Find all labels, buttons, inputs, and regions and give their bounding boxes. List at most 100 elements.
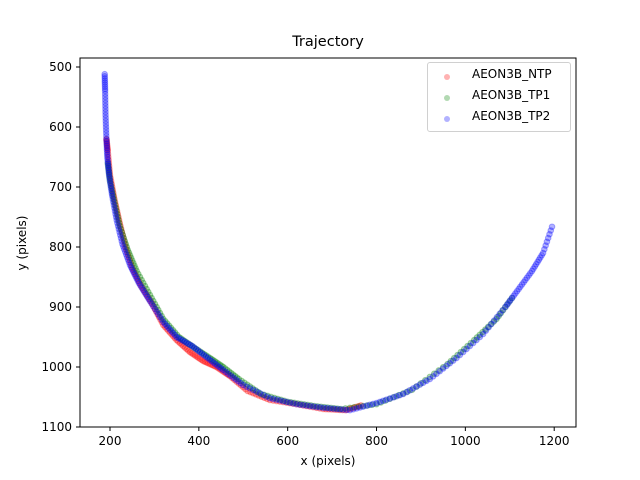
- data-point: [105, 166, 112, 174]
- data-point: [304, 401, 311, 409]
- data-point: [174, 338, 182, 345]
- data-point: [342, 406, 349, 414]
- data-point: [244, 387, 252, 395]
- data-point: [231, 372, 239, 380]
- data-point: [446, 359, 454, 367]
- data-point: [225, 368, 233, 375]
- data-point: [211, 358, 219, 365]
- data-point: [227, 372, 235, 379]
- data-point: [527, 269, 534, 277]
- data-point: [171, 334, 179, 342]
- data-point: [123, 246, 130, 253]
- data-point: [143, 285, 150, 293]
- data-point: [102, 102, 109, 110]
- data-point: [216, 363, 223, 371]
- data-point: [166, 326, 174, 333]
- data-point: [120, 243, 127, 250]
- data-point: [346, 406, 354, 414]
- data-point: [544, 234, 552, 242]
- data-point: [522, 276, 529, 284]
- data-point: [299, 401, 307, 409]
- data-point: [104, 161, 112, 169]
- data-point: [125, 254, 133, 261]
- data-point: [257, 390, 265, 398]
- data-point: [204, 354, 212, 362]
- data-point: [104, 144, 111, 152]
- data-point: [299, 402, 307, 409]
- data-point: [120, 234, 127, 242]
- data-point: [479, 330, 487, 338]
- data-point: [138, 284, 145, 291]
- data-point: [105, 170, 113, 178]
- data-point: [105, 162, 113, 170]
- data-point: [105, 164, 112, 172]
- x-axis-label: x (pixels): [300, 454, 356, 468]
- data-point: [153, 308, 160, 316]
- data-point: [502, 303, 509, 311]
- data-point: [373, 399, 380, 407]
- data-point: [283, 398, 290, 406]
- data-point: [459, 348, 467, 356]
- data-point: [101, 96, 109, 104]
- y-tick-label: 600: [49, 120, 72, 134]
- data-point: [273, 397, 280, 405]
- data-point: [322, 405, 330, 413]
- data-point: [353, 405, 360, 412]
- data-point: [114, 222, 122, 230]
- data-point: [103, 140, 110, 147]
- data-point: [115, 213, 122, 221]
- data-point: [133, 275, 140, 282]
- data-point: [141, 288, 148, 296]
- data-point: [120, 237, 128, 245]
- data-point: [167, 324, 175, 332]
- data-point: [121, 245, 128, 253]
- data-point: [110, 201, 118, 209]
- data-point: [309, 403, 317, 410]
- data-point: [117, 222, 124, 230]
- data-point: [293, 400, 300, 408]
- data-point: [229, 371, 237, 378]
- data-point: [323, 404, 330, 412]
- data-point: [520, 278, 527, 286]
- data-point: [147, 298, 155, 306]
- data-point: [333, 405, 340, 413]
- data-point: [482, 327, 490, 334]
- data-point: [476, 333, 484, 341]
- data-point: [156, 313, 164, 321]
- data-point: [113, 207, 121, 215]
- data-point: [105, 171, 113, 179]
- data-point: [266, 396, 274, 404]
- data-point: [118, 228, 126, 236]
- data-point: [171, 329, 179, 336]
- data-point: [198, 350, 206, 357]
- data-point: [376, 398, 384, 406]
- legend-marker-icon: [444, 95, 450, 101]
- data-point: [200, 350, 208, 358]
- data-point: [158, 312, 165, 320]
- data-point: [261, 391, 268, 399]
- data-point: [108, 188, 116, 195]
- data-point: [191, 344, 198, 352]
- data-point: [103, 135, 110, 143]
- data-point: [208, 361, 215, 369]
- y-tick-label: 700: [49, 180, 72, 194]
- data-point: [528, 267, 536, 275]
- data-point: [324, 404, 331, 411]
- data-point: [102, 129, 110, 137]
- data-point: [101, 87, 109, 95]
- data-point: [136, 281, 144, 289]
- data-point: [137, 282, 145, 290]
- data-point: [517, 283, 524, 291]
- data-point: [106, 176, 114, 184]
- data-point: [190, 344, 198, 351]
- data-point: [243, 381, 251, 388]
- data-point: [124, 256, 132, 264]
- data-point: [161, 317, 169, 325]
- data-point: [101, 70, 108, 78]
- data-point: [439, 365, 447, 372]
- data-point: [408, 386, 416, 394]
- data-point: [135, 279, 143, 287]
- data-point: [155, 306, 162, 314]
- data-point: [150, 303, 157, 310]
- y-tick-label: 800: [49, 240, 72, 254]
